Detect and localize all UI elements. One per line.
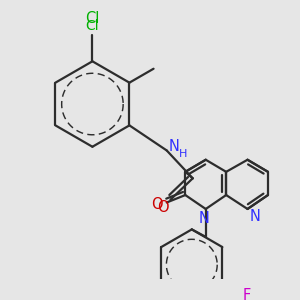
Text: N: N (198, 211, 209, 226)
Text: Cl: Cl (85, 11, 100, 26)
Text: F: F (242, 288, 250, 300)
Text: H: H (179, 149, 187, 159)
Text: O: O (157, 200, 169, 214)
Text: O: O (152, 197, 163, 212)
Text: Cl: Cl (85, 19, 99, 33)
Text: N: N (169, 139, 179, 154)
Text: N: N (250, 209, 260, 224)
